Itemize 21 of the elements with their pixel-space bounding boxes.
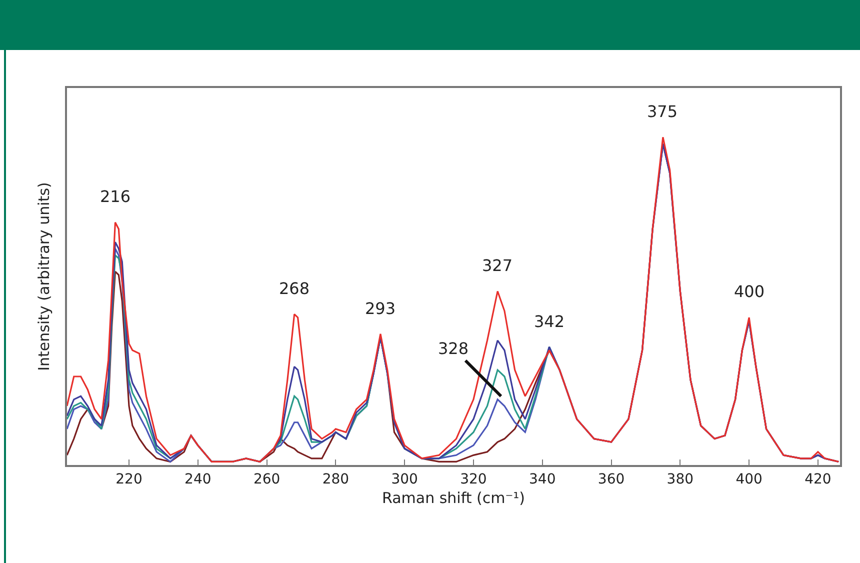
x-tick-label: 320 xyxy=(460,472,487,488)
annotation: 342 xyxy=(534,312,565,331)
x-tick-label: 280 xyxy=(322,472,350,488)
x-tick-label: 380 xyxy=(666,472,694,488)
annotation: 293 xyxy=(365,299,396,318)
x-tick-label: 420 xyxy=(804,472,832,488)
annotation: 375 xyxy=(647,102,678,121)
x-tick-label: 240 xyxy=(184,472,212,488)
annotation: 400 xyxy=(734,282,765,301)
y-axis-title: Intensity (arbitrary units) xyxy=(35,182,53,371)
annotation: 268 xyxy=(279,279,310,298)
x-tick-label: 260 xyxy=(253,472,280,488)
x-axis-title: Raman shift (cm⁻¹) xyxy=(382,489,526,508)
annotation: 327 xyxy=(482,256,513,275)
x-tick-label: 400 xyxy=(736,472,762,488)
x-tick-label: 360 xyxy=(598,472,625,488)
x-tick-label: 220 xyxy=(116,472,142,488)
annotation: 328 xyxy=(438,339,469,358)
x-tick-label: 300 xyxy=(391,472,418,488)
x-tick-label: 340 xyxy=(529,472,556,488)
annotation: 216 xyxy=(100,187,131,206)
